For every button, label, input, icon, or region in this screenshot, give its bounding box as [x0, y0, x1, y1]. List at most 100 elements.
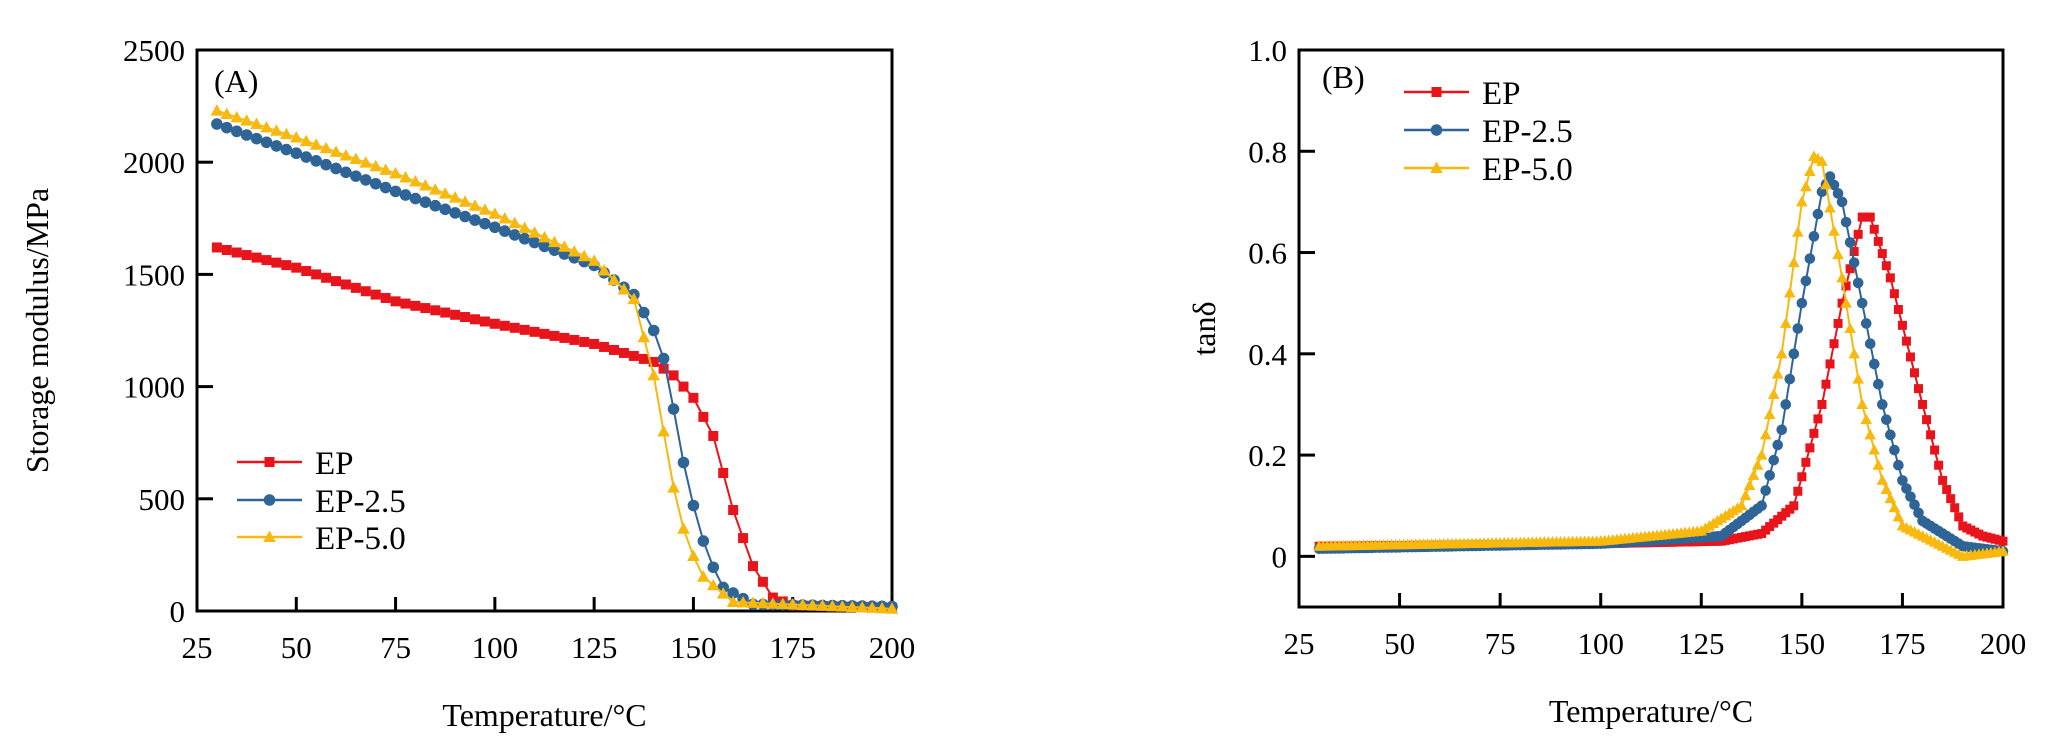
legend-label: EP-2.5	[315, 484, 406, 520]
data-point	[349, 152, 363, 165]
data-point	[409, 174, 422, 187]
x-tick-label: 175	[769, 630, 816, 665]
x-axis-title: Temperature/°C	[442, 697, 646, 733]
y-tick-label: 0	[170, 594, 186, 629]
data-point	[1800, 275, 1812, 287]
data-point	[549, 330, 560, 341]
data-point	[1930, 445, 1940, 455]
data-point	[340, 166, 352, 179]
x-tick-label: 75	[380, 630, 411, 665]
data-point	[1764, 470, 1775, 481]
data-point	[310, 155, 322, 167]
data-point	[647, 324, 660, 337]
data-point	[1901, 336, 1911, 346]
panel-label: (A)	[214, 63, 258, 99]
data-point	[1840, 297, 1852, 308]
data-point	[399, 189, 412, 201]
y-tick-label: 1000	[123, 370, 185, 405]
panel-label: (B)	[1322, 59, 1365, 95]
x-tick-label: 175	[1879, 626, 1926, 661]
data-point	[1889, 444, 1900, 456]
data-point	[746, 596, 760, 608]
data-point	[1844, 322, 1856, 333]
data-point	[756, 596, 770, 609]
data-point	[1739, 489, 1752, 501]
data-point	[1893, 305, 1903, 315]
data-point	[1767, 388, 1780, 399]
data-point	[409, 192, 422, 205]
data-point	[1825, 359, 1835, 369]
x-tick-label: 200	[1980, 626, 2027, 661]
data-point	[1868, 444, 1881, 455]
data-point	[369, 159, 383, 172]
data-point	[519, 324, 530, 335]
data-point	[1763, 408, 1776, 420]
data-point	[240, 114, 253, 126]
data-point	[1918, 399, 1928, 409]
data-point	[1751, 459, 1764, 470]
legend-label: EP-5.0	[1482, 152, 1573, 188]
data-point	[370, 289, 381, 300]
data-point	[806, 598, 819, 611]
data-point	[1901, 483, 1912, 494]
data-point	[1872, 378, 1884, 390]
data-point	[429, 199, 442, 212]
data-point	[1808, 231, 1820, 242]
data-point	[1872, 459, 1885, 470]
data-point	[1796, 297, 1808, 309]
data-point	[468, 199, 482, 211]
data-point	[271, 257, 282, 268]
data-point	[599, 341, 610, 352]
data-point	[579, 336, 590, 347]
data-point	[1892, 510, 1905, 522]
data-point	[796, 598, 809, 610]
data-point	[220, 121, 233, 134]
data-point	[488, 207, 502, 219]
legend-label: EP	[1482, 76, 1521, 112]
y-tick-label: 500	[139, 482, 186, 517]
x-tick-label: 125	[571, 630, 618, 665]
data-point	[589, 338, 600, 349]
data-point	[311, 269, 322, 280]
data-point	[281, 260, 292, 271]
data-point	[1821, 379, 1831, 389]
data-point	[538, 230, 551, 243]
data-point	[479, 316, 490, 327]
data-point	[1998, 536, 2008, 546]
data-point	[518, 221, 531, 233]
data-point	[1788, 256, 1800, 268]
data-point	[1905, 352, 1915, 362]
data-point	[1954, 512, 1964, 522]
data-point	[708, 430, 719, 441]
data-point	[865, 601, 879, 613]
data-point	[369, 177, 382, 190]
x-tick-label: 50	[281, 630, 312, 665]
y-tick-label: 1.0	[1248, 33, 1287, 68]
data-point	[1877, 399, 1888, 410]
data-point	[657, 352, 670, 365]
legend-label: EP-5.0	[315, 521, 406, 557]
x-tick-label: 50	[1384, 626, 1415, 661]
data-point	[1796, 195, 1808, 207]
data-point	[1856, 398, 1868, 409]
data-point	[1792, 226, 1804, 237]
data-point	[648, 356, 659, 367]
data-point	[1893, 459, 1904, 471]
data-point	[1922, 415, 1932, 425]
data-point	[220, 107, 234, 119]
data-point	[1868, 358, 1880, 370]
data-point	[509, 322, 520, 333]
data-point	[1768, 454, 1779, 466]
data-point	[420, 303, 431, 314]
data-point	[1780, 399, 1792, 410]
data-point	[1779, 317, 1792, 328]
data-point	[399, 170, 412, 183]
data-point	[1853, 229, 1863, 239]
data-point	[1909, 368, 1919, 378]
data-point	[637, 330, 651, 343]
data-point	[1837, 298, 1847, 308]
data-point	[1809, 428, 1819, 438]
x-tick-label: 125	[1678, 626, 1725, 661]
data-point	[1856, 297, 1868, 309]
data-point	[548, 235, 561, 248]
